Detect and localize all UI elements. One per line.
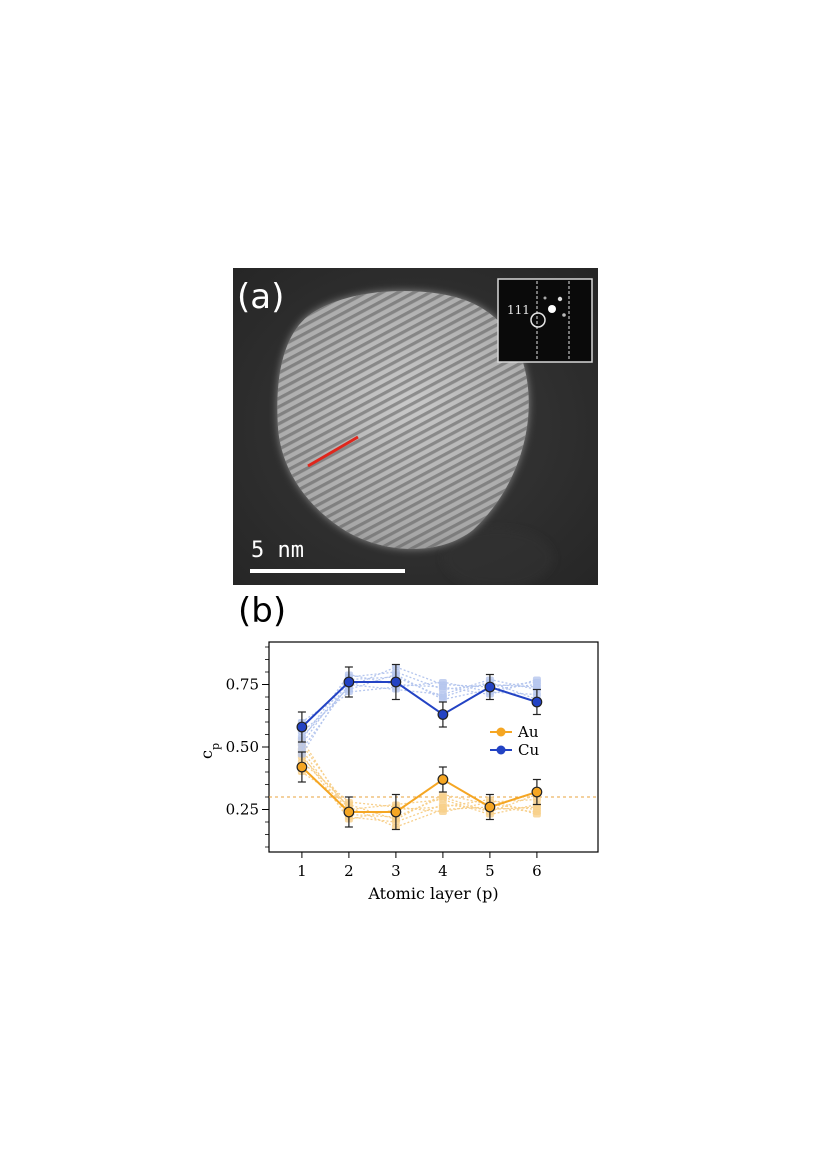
cu-profile-line-4 [301,678,538,750]
cu-point-6 [531,688,543,716]
plot-frame [268,641,599,853]
data-marker [390,676,402,688]
x-tick-label-6: 6 [532,862,542,880]
cu-profile-point [438,696,447,703]
data-marker [296,761,308,773]
au-point-6 [531,778,543,806]
data-marker [437,709,449,720]
cu-profile-line-2 [301,666,537,738]
scale-bar [250,569,405,573]
au-profile-point [532,811,541,818]
au-point-5 [484,793,496,821]
y-tick-label-2: 0.75 [226,676,259,694]
au-point-1 [296,751,308,783]
data-marker [343,676,355,688]
legend-label-au: Au [517,723,539,741]
au-profile-line-4 [301,744,538,816]
line-profile-marker [307,435,359,468]
au-point-4 [437,766,449,793]
diffraction-spot-circle [530,312,546,328]
au-profile-line-3 [301,761,537,813]
au-series-line [301,766,538,813]
au-profile-point [438,804,447,810]
cu-series-line [301,681,538,728]
panel-a-label: (a) [237,277,285,317]
cu-profile-point [438,691,447,698]
y-axis-title: cp [197,743,222,759]
x-axis-title: Atomic layer (p) [367,884,498,903]
y-tick-label-0: 0.25 [226,801,259,819]
cu-profile-point [438,684,447,690]
x-tick-label-4: 4 [438,862,448,880]
y-tick-label-1: 0.50 [226,738,259,756]
data-marker [484,801,496,813]
data-marker [390,806,402,818]
au-profile-line-2 [301,756,537,828]
nanoparticle [277,290,529,549]
data-marker [531,696,543,708]
cu-point-4 [437,701,449,728]
x-tick-label-2: 2 [344,862,354,880]
data-marker [484,681,496,693]
au-profile-line-5 [301,771,537,821]
cu-profile-line-3 [301,681,537,733]
data-marker [343,806,355,818]
scale-bar-label: 5 nm [251,538,304,563]
cu-profile-point [297,746,306,753]
x-tick-label-5: 5 [485,862,495,880]
legend-marker-cu [496,745,506,755]
au-profile-point [438,809,447,815]
fft-inset-label: 111 [507,303,530,317]
composition-chart: 1 2 3 4 5 6 0.25 0.50 0.75 Au Cu Atomic layer (p)… [190,630,610,920]
au-profile-line-1 [301,749,537,823]
data-marker [296,721,308,733]
cu-profile-point [532,681,541,688]
cu-point-1 [296,711,308,743]
cu-point-3 [390,663,402,701]
stem-image-panel [233,268,598,585]
au-profile-point [532,806,541,813]
legend-marker-au [496,727,506,737]
au-profile-point [438,791,447,798]
cu-profile-point [438,679,447,685]
au-profile-point [438,796,447,803]
x-tick-label-3: 3 [391,862,401,880]
data-marker [531,786,543,798]
cu-profile-point [532,676,541,683]
panel-b-label: (b) [238,591,287,631]
cu-profile-line-5 [301,673,537,723]
au-point-2 [343,796,355,828]
cu-point-5 [484,673,496,701]
x-tick-label-1: 1 [297,862,307,880]
data-marker [437,774,449,785]
nanoparticle-micrograph [233,268,598,585]
cu-profile-line-0 [301,676,538,755]
legend-label-cu: Cu [518,741,539,759]
cu-point-2 [343,666,355,698]
fft-inset [497,278,593,363]
au-point-3 [390,793,402,831]
